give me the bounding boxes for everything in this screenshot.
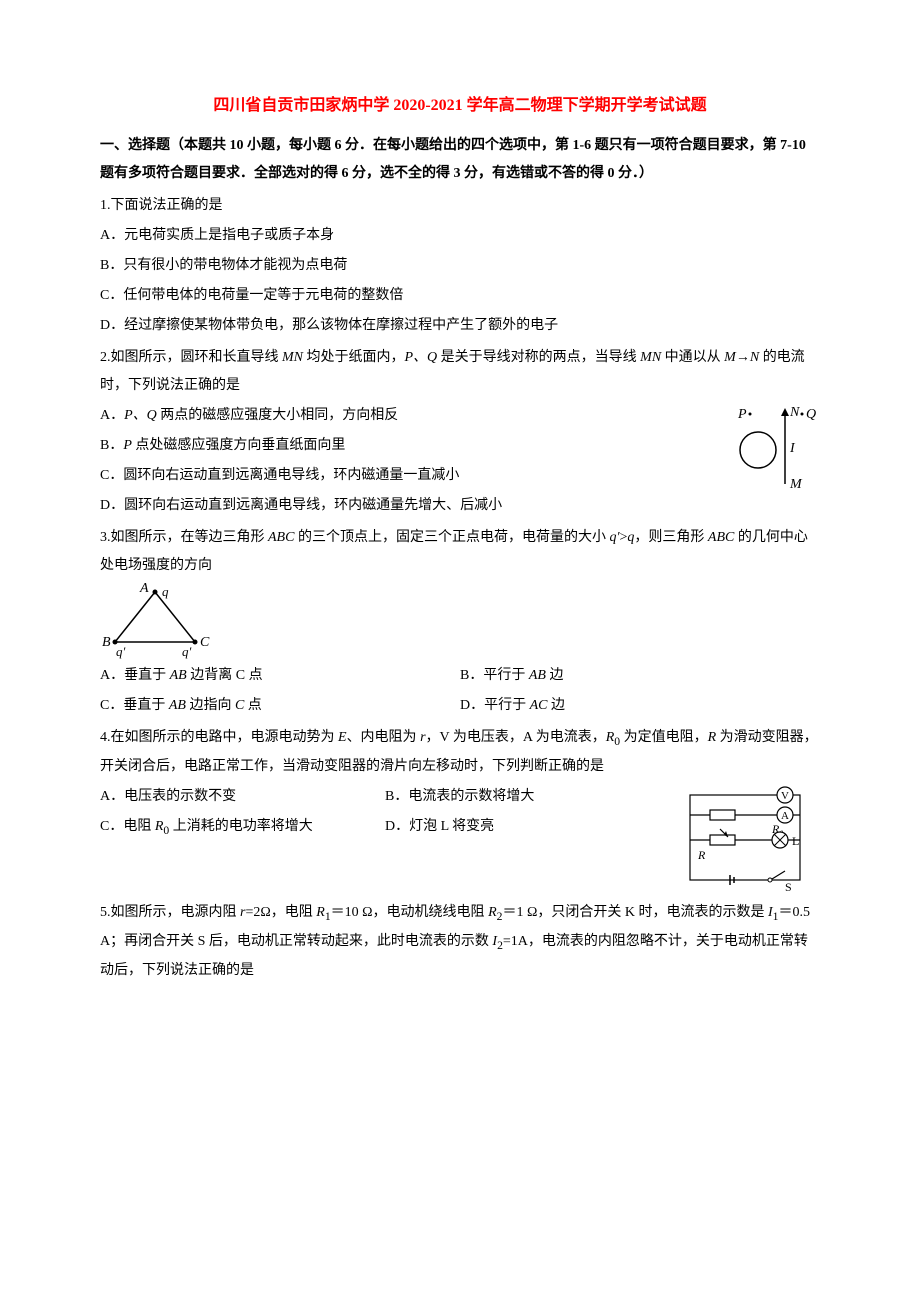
- q3-d-pre: D．平行于: [460, 698, 530, 713]
- q2-opt-d: D．圆环向右运动直到远离通电导线，环内磁通量先增大、后减小: [100, 492, 820, 520]
- q2-b-p: P: [123, 438, 132, 453]
- q2-opt-c: C．圆环向右运动直到远离通电导线，环内磁通量一直减小: [100, 462, 820, 490]
- q3-opt-a: A．垂直于 AB 边背离 C 点: [100, 662, 460, 690]
- q2-var-n: N: [750, 350, 759, 365]
- q3-a-ab: AB: [170, 668, 187, 683]
- q4-var-r0: R: [606, 730, 615, 745]
- q4-stem-part: 为定值电阻，: [620, 730, 708, 745]
- q1-stem: 1.下面说法正确的是: [100, 192, 820, 220]
- q3-c-pre: C．垂直于: [100, 698, 169, 713]
- page-title: 四川省自贡市田家炳中学 2020-2021 学年高二物理下学期开学考试试题: [100, 90, 820, 122]
- q1-opt-d: D．经过摩擦使某物体带负电，那么该物体在摩擦过程中产生了额外的电子: [100, 312, 820, 340]
- q3-stem-part: ，则三角形: [634, 530, 708, 545]
- q2-stem-part: 均处于纸面内，: [303, 350, 405, 365]
- q3-stem-part: 3.如图所示，在等边三角形: [100, 530, 268, 545]
- q5-stem-part: 5.如图所示，电源内阻: [100, 905, 240, 920]
- q4-stem-part: 4.在如图所示的电路中，电源电动势为: [100, 730, 338, 745]
- fig-label-a: A: [781, 810, 789, 822]
- fig-label-qleft: q′: [116, 644, 126, 659]
- q3-var-abc: ABC: [268, 530, 294, 545]
- q4-opt-d: D．灯泡 L 将变亮: [385, 813, 670, 842]
- q3-a-post: 边背离 C 点: [187, 668, 263, 683]
- q2-b-pre: B．: [100, 438, 123, 453]
- q3-c-post2: 点: [244, 698, 262, 713]
- q2-stem-part: 2.如图所示，圆环和长直导线: [100, 350, 282, 365]
- q1-opt-b: B．只有很小的带电物体才能视为点电荷: [100, 252, 820, 280]
- q2-a-pre: A．: [100, 408, 124, 423]
- q4-stem-part: 、内电阻为: [347, 730, 421, 745]
- fig-label-s: S: [785, 880, 792, 894]
- q2-a-pq: P、Q: [124, 408, 157, 423]
- q4-c-pre: C．电阻: [100, 819, 155, 834]
- q5-stem: 5.如图所示，电源内阻 r=2Ω，电阻 R1＝10 Ω，电动机绕线电阻 R2＝1…: [100, 899, 820, 985]
- q2-var-mn: MN: [640, 350, 661, 365]
- q2-a-post: 两点的磁感应强度大小相同，方向相反: [157, 408, 399, 423]
- q4-stem: 4.在如图所示的电路中，电源电动势为 E、内电阻为 r，V 为电压表，A 为电流…: [100, 724, 820, 781]
- fig-label-c: C: [200, 635, 210, 650]
- q2-stem-part: 是关于导线对称的两点，当导线: [437, 350, 640, 365]
- q2-b-post: 点处磁感应强度方向垂直纸面向里: [132, 438, 346, 453]
- section-header: 一、选择题（本题共 10 小题，每小题 6 分．在每小题给出的四个选项中，第 1…: [100, 132, 820, 188]
- q2-var-m: M: [724, 350, 736, 365]
- q2-opt-b: B．P 点处磁感应强度方向垂直纸面向里: [100, 432, 820, 460]
- q3-b-pre: B．平行于: [460, 668, 529, 683]
- fig-label-v: V: [781, 790, 789, 802]
- q3-a-pre: A．垂直于: [100, 668, 170, 683]
- q3-c-ab: AB: [169, 698, 186, 713]
- q3-opt-c: C．垂直于 AB 边指向 C 点: [100, 692, 460, 720]
- q2-stem-part: 中通以从: [661, 350, 724, 365]
- q3-d-ac: AC: [530, 698, 548, 713]
- fig-label-qtop: q: [162, 584, 169, 599]
- q5-stem-part: ＝10 Ω，电动机绕线电阻: [331, 905, 488, 920]
- q3-stem: 3.如图所示，在等边三角形 ABC 的三个顶点上，固定三个正点电荷，电荷量的大小…: [100, 524, 820, 580]
- q5-var-r1: R: [316, 905, 325, 920]
- q2-opt-a: A．P、Q 两点的磁感应强度大小相同，方向相反: [100, 402, 820, 430]
- q2-var-pq: P、Q: [405, 350, 438, 365]
- q4-figure: V A R₀ R L S: [680, 785, 820, 895]
- fig-label-qright: q′: [182, 644, 192, 659]
- q4-var-e: E: [338, 730, 347, 745]
- q3-figure: A q B q′ C q′: [100, 580, 820, 660]
- q5-stem-part: =2Ω，电阻: [245, 905, 316, 920]
- fig-label-l: L: [792, 834, 799, 848]
- fig-label-i: I: [789, 441, 796, 456]
- q3-opt-b: B．平行于 AB 边: [460, 662, 820, 690]
- fig-label-n: N: [789, 405, 800, 420]
- q4-stem-part: ，V 为电压表，A 为电流表，: [426, 730, 606, 745]
- q1-opt-a: A．元电荷实质上是指电子或质子本身: [100, 222, 820, 250]
- q4-opt-c: C．电阻 R0 上消耗的电功率将增大: [100, 813, 385, 842]
- q3-var-abc: ABC: [708, 530, 734, 545]
- q4-opt-a: A．电压表的示数不变: [100, 783, 385, 811]
- q3-c-post: 边指向: [186, 698, 235, 713]
- q3-b-ab: AB: [529, 668, 546, 683]
- fig-label-a: A: [139, 581, 149, 596]
- q5-stem-part: ＝1 Ω，只闭合开关 K 时，电流表的示数是: [502, 905, 768, 920]
- fig-label-p: P: [737, 407, 747, 422]
- fig-label-b: B: [102, 635, 111, 650]
- q4-c-post: 上消耗的电功率将增大: [169, 819, 313, 834]
- q3-c-c: C: [235, 698, 244, 713]
- q3-opt-d: D．平行于 AC 边: [460, 692, 820, 720]
- q2-arrow: →: [736, 350, 750, 365]
- q1-opt-c: C．任何带电体的电荷量一定等于元电荷的整数倍: [100, 282, 820, 310]
- fig-label-r: R: [697, 848, 706, 862]
- q5-var-r2: R: [488, 905, 497, 920]
- q3-b-post: 边: [546, 668, 564, 683]
- q2-figure: P N Q I M: [730, 404, 820, 494]
- fig-label-m: M: [789, 477, 803, 492]
- q2-var-mn: MN: [282, 350, 303, 365]
- q4-var-r: R: [708, 730, 717, 745]
- q3-d-post: 边: [548, 698, 566, 713]
- q4-opt-b: B．电流表的示数将增大: [385, 783, 670, 811]
- fig-label-q: Q: [806, 407, 816, 422]
- q2-stem: 2.如图所示，圆环和长直导线 MN 均处于纸面内，P、Q 是关于导线对称的两点，…: [100, 344, 820, 400]
- q3-var-qprime: q′: [609, 530, 619, 545]
- q3-stem-part: 的三个顶点上，固定三个正点电荷，电荷量的大小: [294, 530, 609, 545]
